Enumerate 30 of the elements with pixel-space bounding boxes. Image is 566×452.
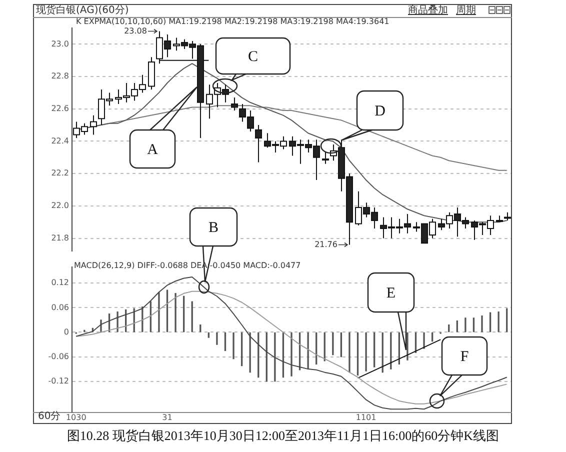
speech-bubble: A	[129, 86, 198, 169]
y-tick-label: 21.8	[51, 233, 69, 242]
text: 周期	[456, 5, 476, 16]
y-tick-label: 23.0	[51, 39, 69, 48]
text: 商品叠加	[408, 5, 448, 16]
text: K EXPMA(10,10,10,60) MA1:19.2198 MA2:19.2198 MA3:19.2198 MA4:19.3641	[76, 17, 390, 27]
y-tick-label: -0.12	[48, 376, 69, 386]
annotation: 23.08	[124, 26, 147, 36]
y-tick-label: -0.06	[48, 352, 69, 361]
y-tick-label: 22.0	[51, 200, 69, 210]
y-tick-label: 22.4	[51, 136, 69, 146]
y-tick-label: 22.8	[51, 72, 69, 81]
y-tick-label: 0.06	[51, 302, 69, 312]
y-tick-label: 22.6	[51, 104, 69, 113]
y-tick-label: 0	[64, 327, 69, 336]
annotation: B	[208, 220, 219, 236]
annotation: D	[374, 104, 386, 120]
y-tick-label: 22.2	[51, 168, 69, 178]
x-tick-label: 1030	[66, 412, 86, 422]
annotation: C	[248, 49, 258, 65]
y-tick-label: 0.12	[51, 278, 69, 288]
annotation: A	[147, 142, 158, 158]
annotation: E	[386, 286, 396, 302]
chart-title: 现货白银(AG)(60分)	[36, 5, 129, 16]
caption: 图10.28 现货白银2013年10月30日12:00至2013年11月1日16:00的60分钟K线图	[66, 428, 500, 444]
annotation: 21.76	[314, 240, 338, 249]
x-tick-label: 1101	[356, 412, 376, 422]
text: 60分	[38, 411, 61, 422]
annotation: F	[460, 349, 469, 365]
x-tick-label: 31	[162, 412, 172, 422]
